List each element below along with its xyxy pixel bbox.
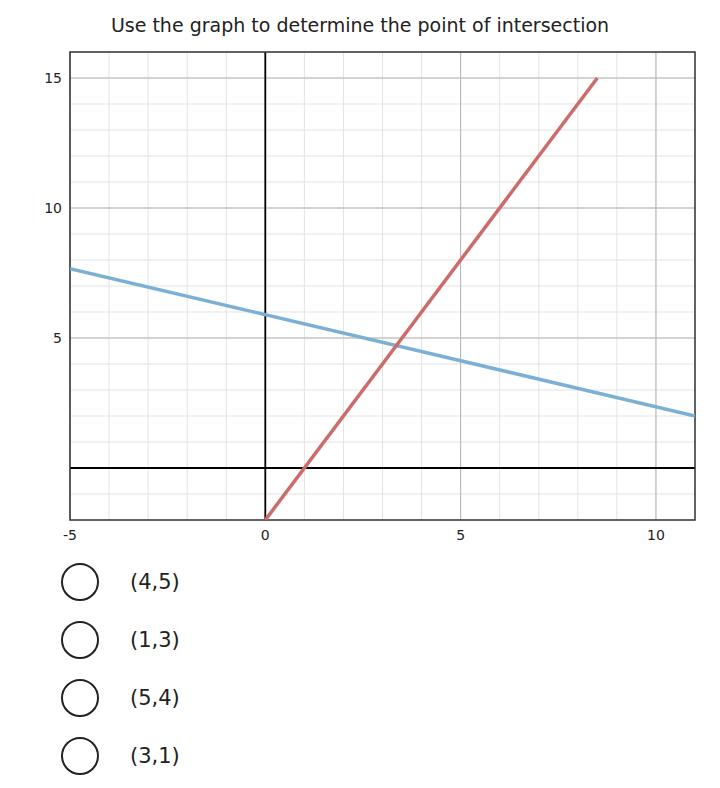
minor-grid-line xyxy=(70,312,695,313)
minor-grid-line xyxy=(70,416,695,417)
choices: (4,5) (1,3) (5,4) (3,1) xyxy=(62,564,180,774)
choice-label: (1,3) xyxy=(130,628,180,652)
grid-line xyxy=(460,52,461,520)
x-tick-label: 0 xyxy=(261,527,270,543)
grid-line xyxy=(70,208,695,209)
grid-line xyxy=(70,78,695,79)
minor-grid-line xyxy=(70,156,695,157)
minor-grid-line xyxy=(70,494,695,495)
x-tick-label: 5 xyxy=(456,527,465,543)
minor-grid-line xyxy=(70,338,695,339)
minor-grid-line xyxy=(70,130,695,131)
plot-frame xyxy=(70,52,695,520)
choice-circle xyxy=(62,564,98,600)
minor-grid-line xyxy=(70,104,695,105)
chart-container: Use the graph to determine the point of … xyxy=(0,0,720,788)
y-tick-label: 10 xyxy=(44,200,62,216)
minor-grid-line xyxy=(70,78,695,79)
minor-grid-line xyxy=(70,442,695,443)
x-tick-label: 10 xyxy=(647,527,665,543)
minor-grid-line xyxy=(70,468,695,469)
minor-grid-line xyxy=(70,260,695,261)
minor-grid-line xyxy=(70,208,695,209)
minor-grid-line xyxy=(70,234,695,235)
line xyxy=(70,269,695,416)
minor-grid-line xyxy=(70,286,695,287)
y-tick-label: 5 xyxy=(53,330,62,346)
minor-grid-line xyxy=(70,390,695,391)
grid xyxy=(70,52,695,520)
grid-line xyxy=(70,338,695,339)
minor-grid-line xyxy=(655,52,656,520)
grid-line xyxy=(265,52,266,520)
x-tick-label: -5 xyxy=(63,527,77,543)
chart-svg: Use the graph to determine the point of … xyxy=(0,0,720,788)
choice-label: (5,4) xyxy=(130,686,180,710)
minor-grid xyxy=(70,52,695,520)
minor-grid-line xyxy=(70,182,695,183)
minor-grid-line xyxy=(265,52,266,520)
choice-label: (4,5) xyxy=(130,570,180,594)
title: Use the graph to determine the point of … xyxy=(111,14,609,36)
line xyxy=(265,78,597,520)
choice-circle xyxy=(62,622,98,658)
choice-label: (3,1) xyxy=(130,744,180,768)
lines xyxy=(70,78,695,520)
minor-grid-line xyxy=(460,52,461,520)
x-axis-line xyxy=(70,467,695,469)
y-axis-line xyxy=(264,52,266,520)
choice-circle xyxy=(62,738,98,774)
grid-line xyxy=(655,52,656,520)
y-tick-label: 15 xyxy=(44,70,62,86)
choice-circle xyxy=(62,680,98,716)
